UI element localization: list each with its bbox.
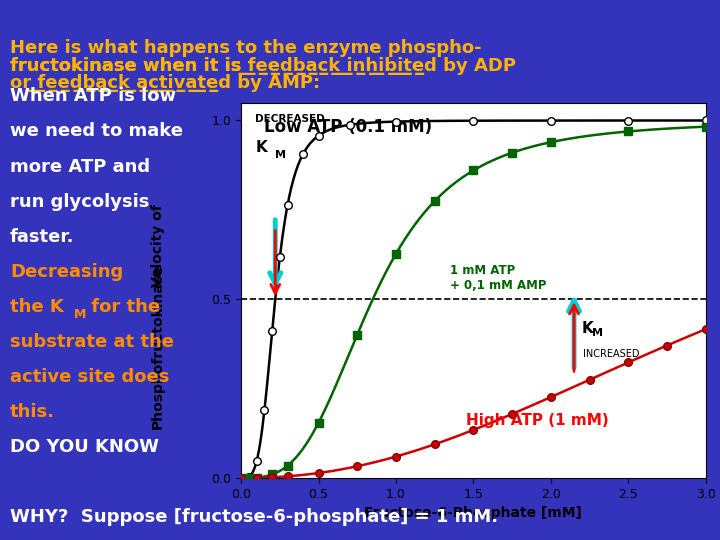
Text: more ATP and: more ATP and (10, 158, 150, 176)
Text: Decreasing: Decreasing (10, 263, 123, 281)
Text: run glycolysis: run glycolysis (10, 193, 150, 211)
Text: fructokinase when it is: fructokinase when it is (10, 57, 248, 75)
Text: active site does: active site does (10, 368, 169, 386)
Text: substrate at the: substrate at the (10, 333, 174, 351)
Text: High ATP (1 mM): High ATP (1 mM) (466, 413, 608, 428)
Text: K: K (582, 321, 593, 336)
Text: 1 mM ATP
+ 0,1 mM AMP: 1 mM ATP + 0,1 mM AMP (450, 264, 546, 292)
Text: Here is what happens to the enzyme phospho-: Here is what happens to the enzyme phosp… (10, 39, 482, 57)
Text: When ATP is low: When ATP is low (10, 87, 176, 105)
Text: DO YOU KNOW: DO YOU KNOW (10, 438, 159, 456)
Text: Velocity of: Velocity of (150, 204, 165, 287)
Text: faster.: faster. (10, 228, 75, 246)
Text: the K: the K (10, 298, 64, 316)
Text: Low ATP (0.1 mM): Low ATP (0.1 mM) (264, 118, 433, 136)
Text: this.: this. (10, 403, 55, 421)
Text: DECREASED: DECREASED (255, 114, 325, 124)
Text: we need to make: we need to make (10, 123, 183, 140)
Text: or ̲f̲e̲e̲d̲b̲a̲c̲k̲ ̲a̲c̲t̲i̲v̲a̲t̲e̲d by AMP:: or ̲f̲e̲e̲d̲b̲a̲c̲k̲ ̲a̲c̲t̲i̲v̲a̲t̲e̲d … (10, 75, 320, 92)
Text: M: M (274, 150, 286, 159)
Text: for the: for the (85, 298, 160, 316)
Text: M: M (74, 308, 86, 321)
X-axis label: Fructose-6-Phosphate [mM]: Fructose-6-Phosphate [mM] (364, 506, 582, 520)
Text: WHY?  Suppose [fructose-6-phosphate] = 1 mM.: WHY? Suppose [fructose-6-phosphate] = 1 … (10, 508, 498, 526)
Text: INCREASED: INCREASED (583, 349, 640, 359)
Text: K: K (255, 140, 267, 155)
Text: M: M (592, 328, 603, 338)
Text: Phosphofructokinase: Phosphofructokinase (150, 264, 165, 429)
Text: fructokinase when it is ̲f̲e̲e̲d̲b̲a̲c̲k̲ ̲i̲n̲h̲i̲b̲i̲t̲e̲d by ADP: fructokinase when it is ̲f̲e̲e̲d̲b̲a̲c̲k… (10, 57, 516, 75)
